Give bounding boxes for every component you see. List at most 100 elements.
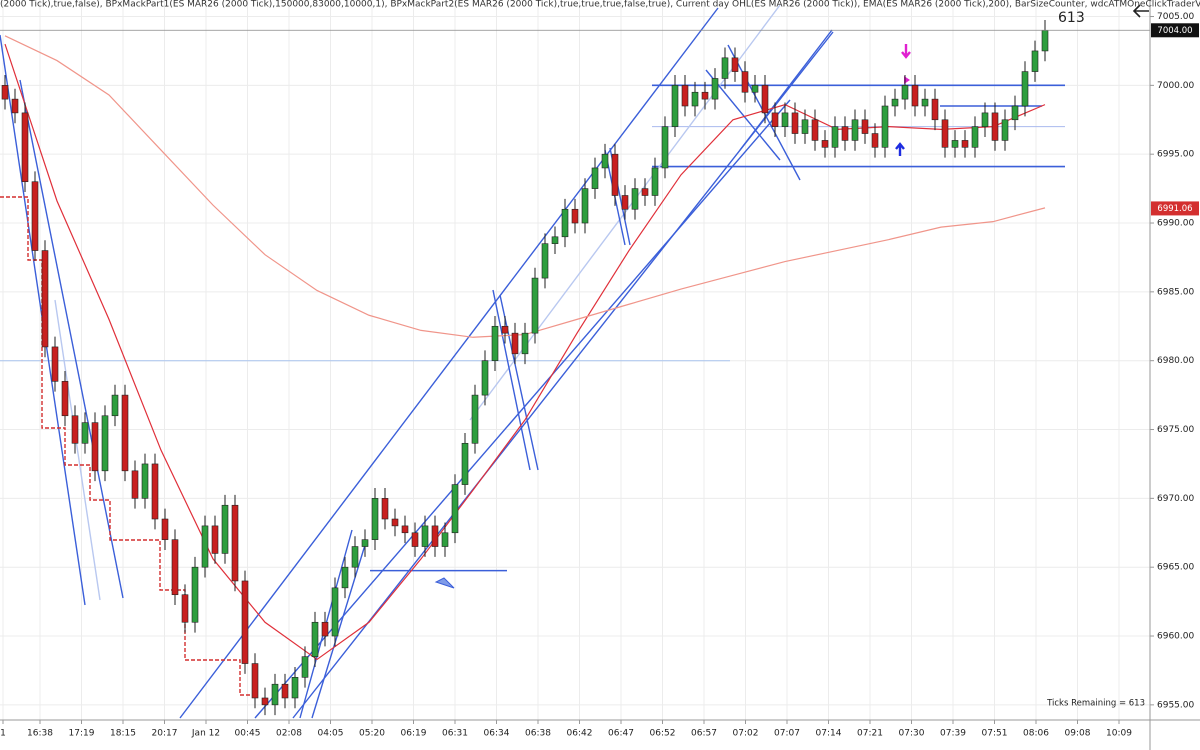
candle-body [451,484,459,534]
candle-body [951,140,959,148]
candle-body [51,346,59,382]
candle-body [421,525,429,547]
candle-body [601,153,609,169]
drawing-tools [0,4,1149,719]
y-tick-label: 6955.00 [1157,700,1194,710]
x-tick-label: 06:19 [401,729,427,739]
candle-body [701,91,709,100]
signal-arrow-up [895,142,905,156]
candle-body [181,594,189,623]
candle-body [851,119,859,141]
candle-body [881,105,889,148]
candle-body [681,85,689,107]
trend-line [179,7,719,719]
candle-body [331,587,339,637]
candle-body [971,126,979,148]
candle-body [71,415,79,444]
candle-body [631,188,639,210]
candle-body [521,332,529,355]
candle-body [271,683,279,706]
candle-body [1031,50,1039,72]
candle-body [911,85,919,107]
x-tick-label: 07:02 [733,729,759,739]
candle-body [991,112,999,141]
candle-body [221,504,229,554]
candle-body [831,126,839,148]
candle-body [691,91,699,107]
candle-body [81,422,89,444]
candle-body [761,85,769,114]
y-tick-label: 6965.00 [1157,563,1194,573]
candle-body [211,525,219,554]
candle-body [941,119,949,148]
candle-body [371,498,379,540]
candle-body [781,112,789,127]
x-tick-label: 07:51 [982,729,1008,739]
x-tick-label: 07:07 [774,729,800,739]
candle-body [731,57,739,72]
candle-body [931,98,939,121]
price-marker [1151,201,1199,216]
candle-body [531,277,539,334]
y-tick-label: 6985.00 [1157,287,1194,297]
candle-body [551,236,559,244]
candle-body [261,697,269,706]
candle-body [191,566,199,623]
candle-body [581,188,589,224]
candle-body [561,208,569,238]
candle-body [131,470,139,499]
candle-body [431,525,439,547]
x-tick-label: 08:06 [1023,729,1049,739]
candle-body [481,360,489,396]
candle-body [171,539,179,596]
marker [434,577,455,589]
candle-body [541,243,549,279]
price-axis-bg [1150,0,1200,750]
bar-counter: 613 [1058,10,1085,26]
candle-body [281,683,289,699]
data-layer [0,19,1150,716]
candle-body [461,442,469,485]
candle-body [21,112,29,183]
candle-body [341,566,349,589]
y-tick-label: 7000.00 [1157,81,1194,91]
y-tick-label: 6980.00 [1157,356,1194,366]
x-tick-label: 07:14 [816,729,842,739]
candle-body [1001,119,1009,141]
candle-body [161,518,169,540]
candle-body [961,140,969,148]
candle-body [901,85,909,100]
candle-body [721,57,729,79]
x-tick-label: 10:09 [1106,729,1132,739]
candle-body [1041,29,1049,52]
x-tick-label: 17:19 [69,729,95,739]
candle-body [361,539,369,547]
x-tick-label: 06:52 [650,729,676,739]
x-tick-label: 06:57 [691,729,717,739]
candle-body [401,525,409,534]
back-button[interactable] [1132,4,1149,18]
price-marker-label: 7004.00 [1157,26,1192,36]
candle-body [151,463,159,520]
y-tick-label: 6990.00 [1157,219,1194,229]
y-tick-label: 6995.00 [1157,150,1194,160]
candle-body [291,677,299,699]
candle-body [1,85,9,100]
candle-body [201,525,209,568]
candle-body [661,126,669,169]
x-tick-label: 05:20 [359,729,385,739]
candle-body [311,621,319,657]
y-tick-label: 7005.00 [1157,12,1194,22]
candle-body [801,119,809,134]
candle-body [611,153,619,196]
candle-body [11,98,19,114]
candle-body [1021,71,1029,107]
candle-body [651,167,659,196]
candle-body [491,325,499,361]
candle-body [671,85,679,127]
x-tick-label: 06:34 [484,729,510,739]
x-tick-label: 02:08 [276,729,302,739]
trend-line [19,79,124,599]
